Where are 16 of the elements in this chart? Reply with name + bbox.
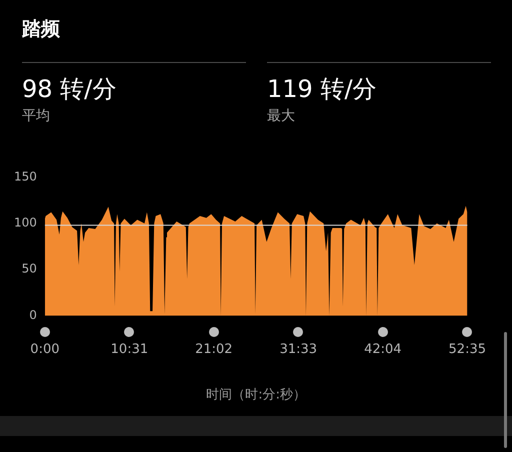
x-tick-label: 21:02 bbox=[195, 342, 233, 357]
x-tick-label: 0:00 bbox=[30, 342, 60, 357]
x-tick-label: 10:31 bbox=[110, 342, 148, 357]
x-tick-label: 52:35 bbox=[448, 342, 486, 357]
y-tick-label: 150 bbox=[14, 169, 37, 184]
y-tick-label: 100 bbox=[14, 216, 37, 230]
x-axis-title: 时间（时:分:秒） bbox=[206, 388, 306, 403]
text: 98 转/分 bbox=[22, 74, 118, 105]
x-tick-label: 31:33 bbox=[280, 342, 318, 357]
x-tick-label: 42:04 bbox=[364, 342, 402, 357]
text: 119 转/分 bbox=[267, 74, 378, 105]
text: 平均 bbox=[22, 107, 51, 125]
y-tick-label: 0 bbox=[29, 308, 37, 322]
chart-title: 踏频 bbox=[22, 17, 60, 42]
text: 最大 bbox=[267, 107, 296, 125]
y-tick-label: 50 bbox=[22, 262, 37, 276]
